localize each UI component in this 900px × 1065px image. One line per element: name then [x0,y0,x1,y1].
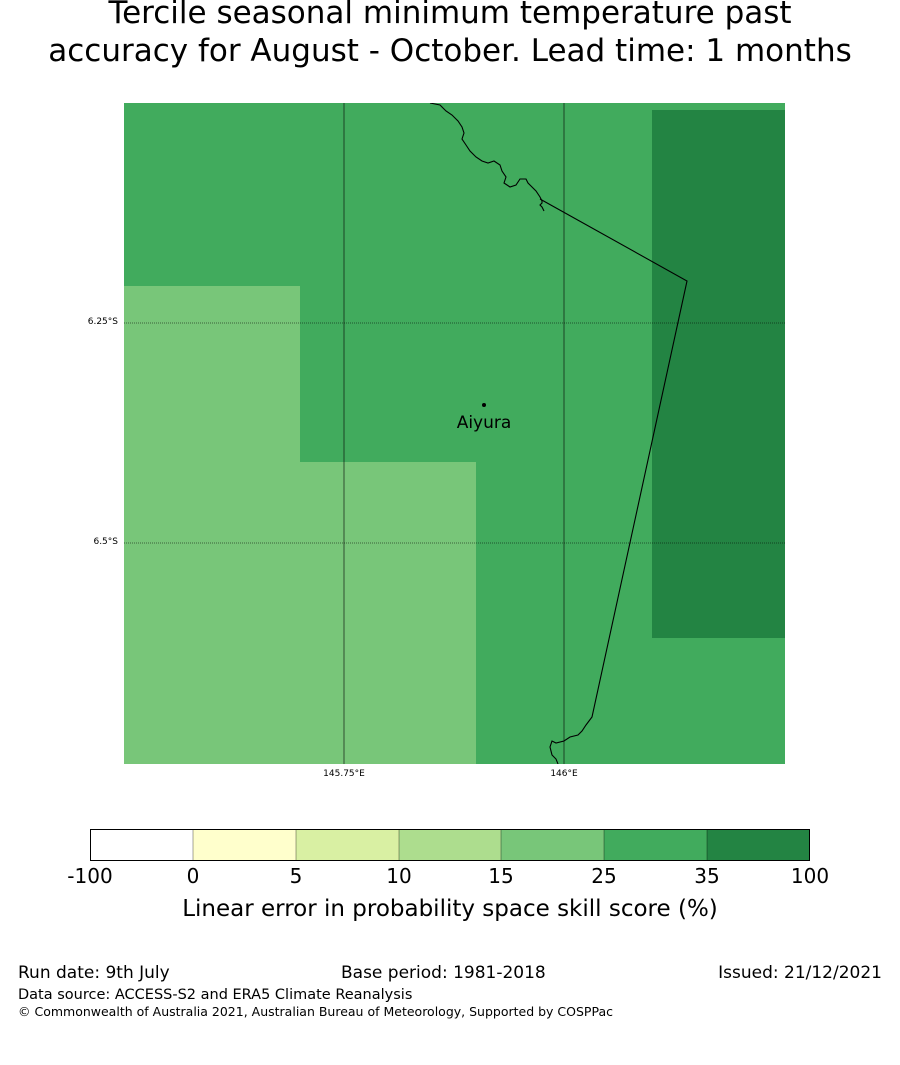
map-cell-35-100 [652,110,785,638]
border-line [539,198,688,765]
lon-label-146: 146°E [550,769,578,779]
colorbar-swatch-35-100 [707,829,810,861]
colorbar-swatch-10-15 [399,829,501,861]
page-title: Tercile seasonal minimum temperature pas… [0,0,900,70]
colorbar-tick: 0 [186,864,200,888]
title-line-2: accuracy for August - October. Lead time… [48,33,852,69]
map-svg: Aiyura [124,102,785,765]
colorbar-swatch-15-25 [501,829,604,861]
lat-label-6-5: 6.5°S [93,537,118,547]
colorbar-swatch-0-5 [193,829,296,861]
coastline [429,102,545,212]
colorbar-tick: 25 [591,864,617,888]
colorbar-tick: 5 [289,864,303,888]
base-period: Base period: 1981-2018 [341,963,546,983]
place-marker [482,403,486,407]
copyright: © Commonwealth of Australia 2021, Austra… [18,1004,613,1019]
colorbar-swatch-5-10 [296,829,399,861]
lat-label-6-25: 6.25°S [87,317,118,327]
lon-label-145-75: 145.75°E [323,769,365,779]
colorbar-label: Linear error in probability space skill … [182,896,718,922]
colorbar-swatch-neg100-0 [90,829,193,861]
place-label: Aiyura [457,413,512,433]
run-date: Run date: 9th July [18,963,170,983]
colorbar-tick: 10 [386,864,412,888]
colorbar [90,829,810,861]
colorbar-tick: 15 [488,864,514,888]
colorbar-tick: -100 [67,864,113,888]
title-line-1: Tercile seasonal minimum temperature pas… [108,0,792,31]
colorbar-tick: 35 [694,864,720,888]
skill-map: Aiyura [124,102,785,765]
colorbar-swatch-25-35 [604,829,707,861]
data-source: Data source: ACCESS-S2 and ERA5 Climate … [18,987,413,1003]
issued-date: Issued: 21/12/2021 [718,963,882,983]
map-cell-15-25 [124,286,476,764]
colorbar-tick: 100 [790,864,830,888]
